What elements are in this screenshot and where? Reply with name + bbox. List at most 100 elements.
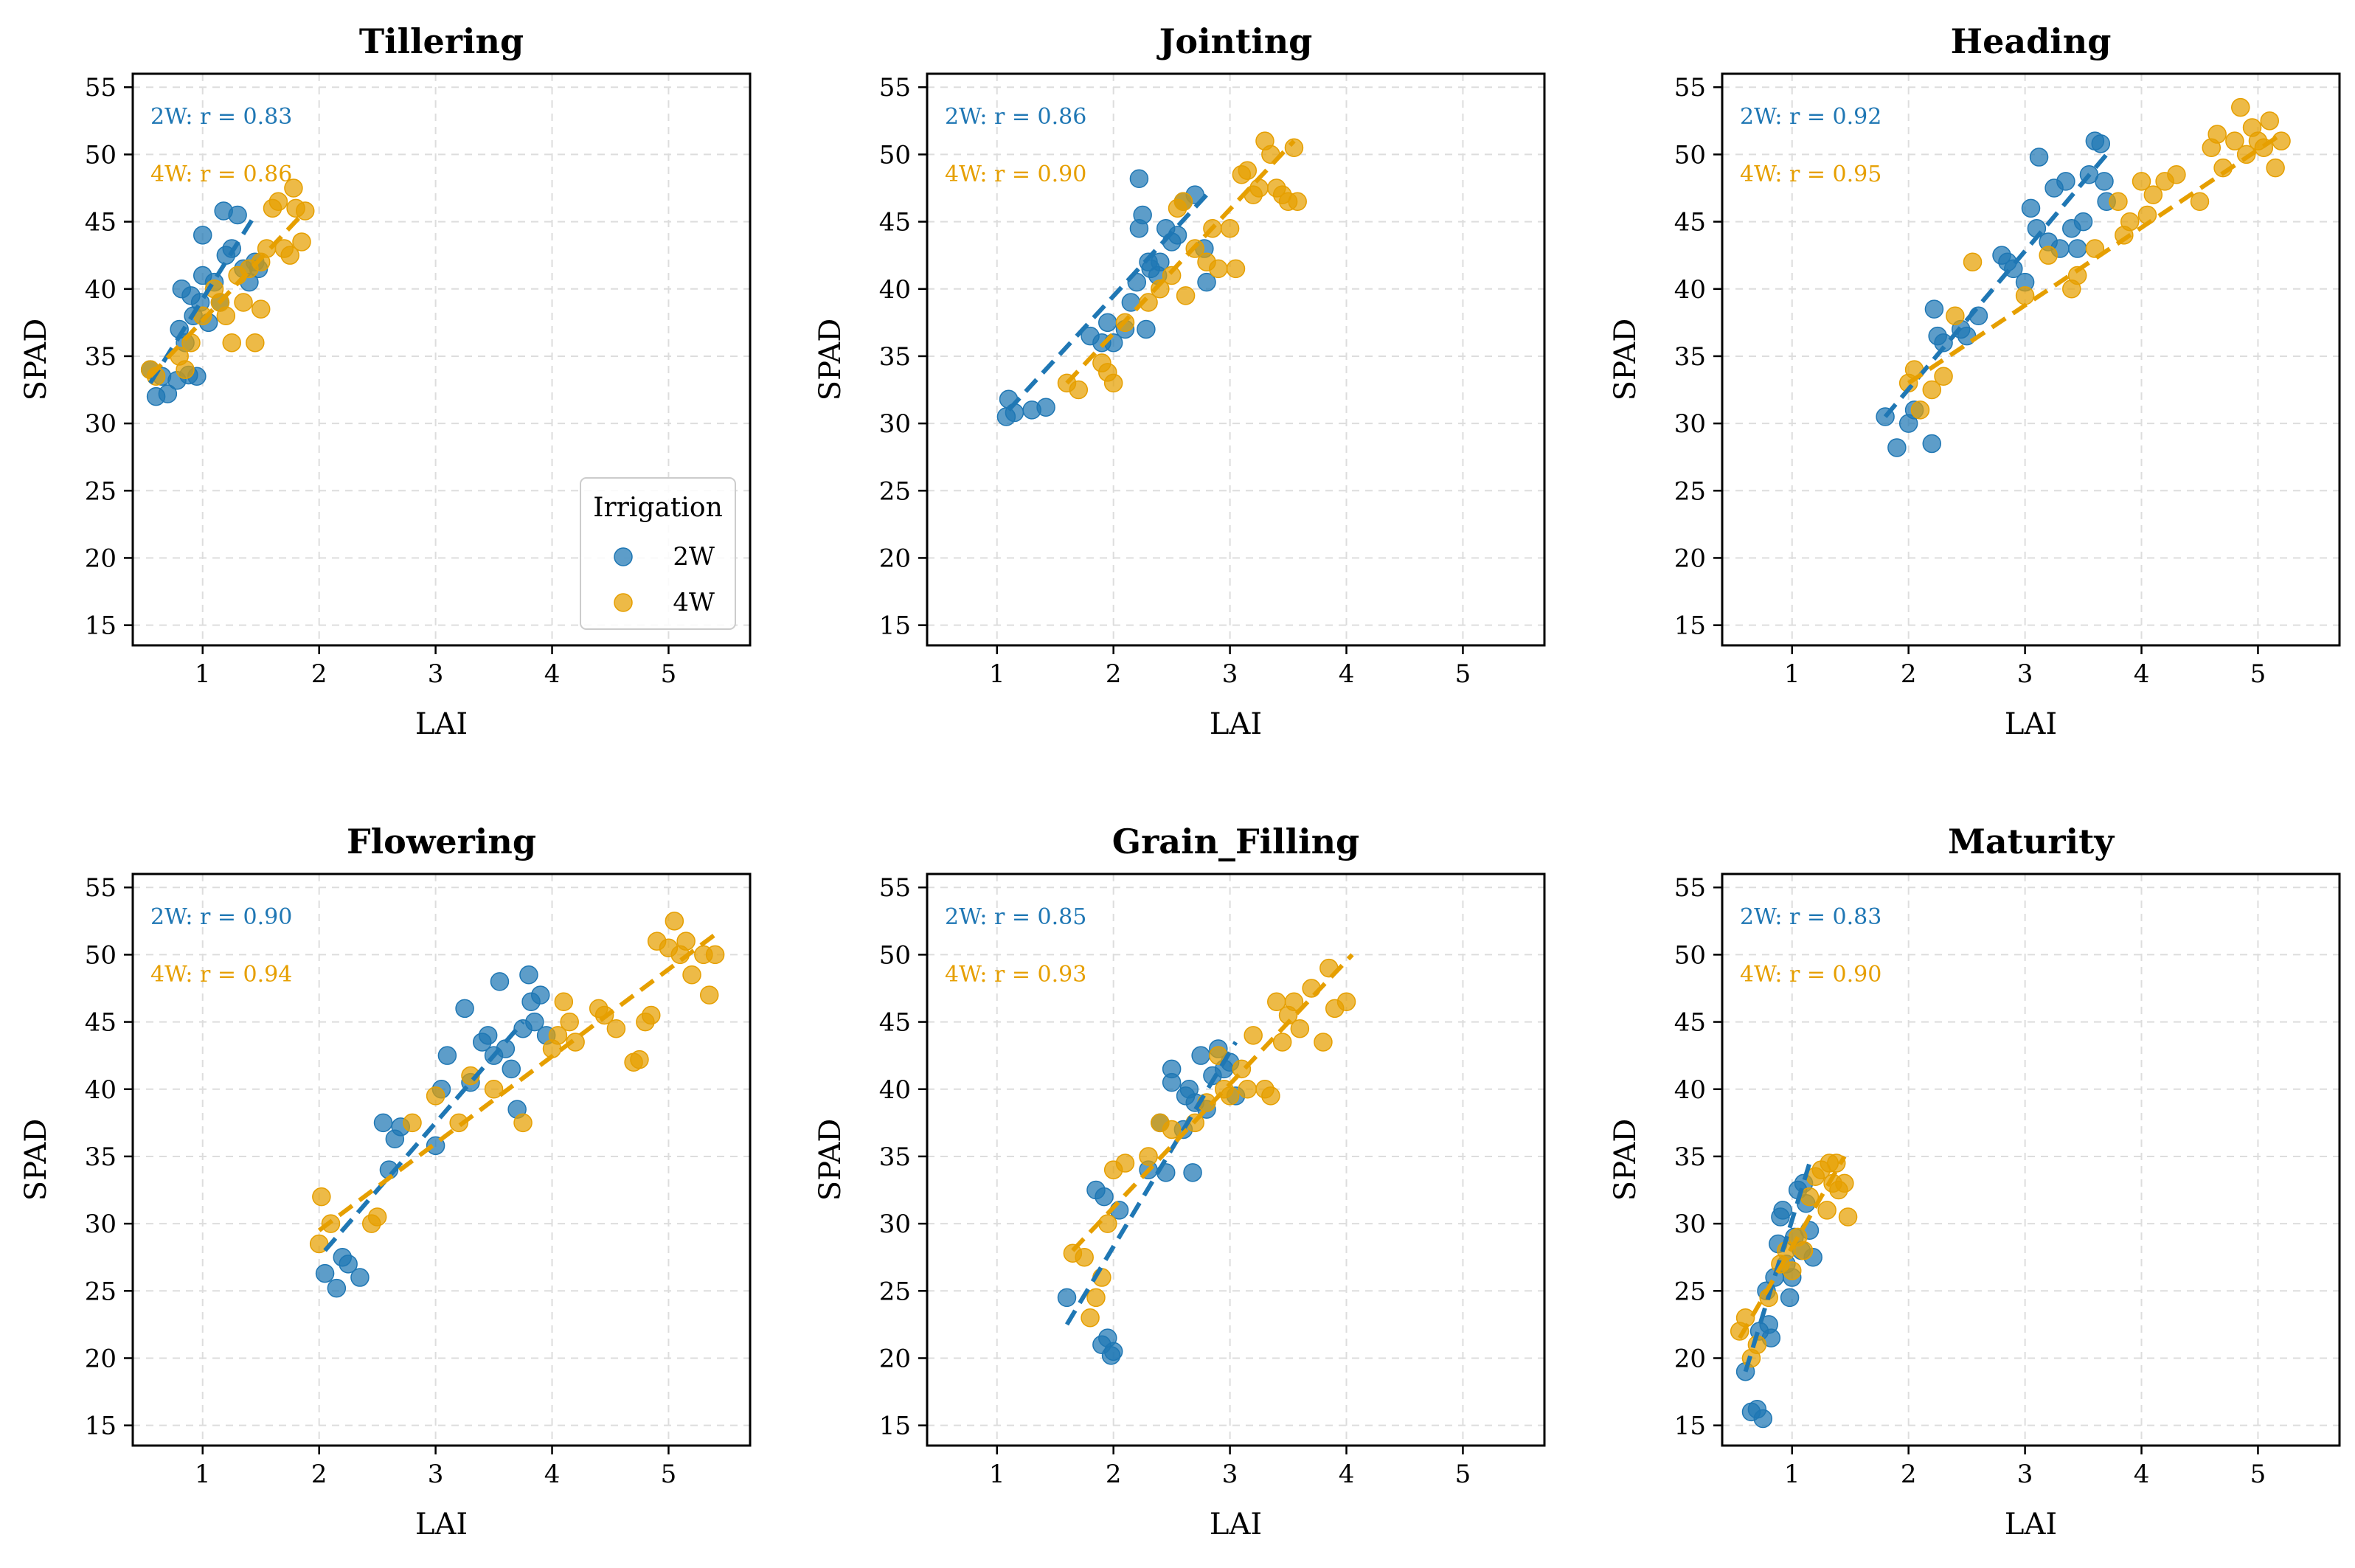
y-tick-label: 30 bbox=[1674, 409, 1706, 439]
data-point-2w bbox=[2073, 212, 2093, 232]
axes-frame bbox=[1721, 72, 2341, 647]
chart-title: Jointing bbox=[1156, 21, 1313, 61]
data-point-4w bbox=[1934, 367, 1953, 386]
x-tick-label: 2 bbox=[1106, 1460, 1122, 1489]
y-tick-label: 40 bbox=[879, 275, 911, 305]
fit-line-4w bbox=[1071, 953, 1354, 1252]
panel-jointing: 1 2 3 4 5152025303540455055JointingLAISPAD2W… bbox=[814, 21, 1546, 741]
data-point-4w bbox=[1209, 259, 1228, 279]
data-point-2w bbox=[525, 1012, 544, 1032]
data-point-4w bbox=[1783, 1261, 1802, 1280]
y-tick-label: 55 bbox=[1674, 73, 1706, 103]
data-point-2w bbox=[1922, 434, 1942, 454]
legend-entry-2w: 2W bbox=[673, 542, 715, 572]
axes-frame bbox=[926, 72, 1546, 647]
data-point-4w bbox=[1173, 192, 1193, 211]
data-point-2w bbox=[1036, 398, 1055, 417]
correlation-annotation-2w: 2W: r = 0.83 bbox=[150, 104, 292, 130]
panel-grain-filling: 1 2 3 4 5152025303540455055Grain_FillingLAIS… bbox=[814, 822, 1546, 1541]
y-tick-label: 55 bbox=[879, 73, 911, 103]
y-tick-label: 55 bbox=[879, 873, 911, 903]
correlation-annotation-4w: 4W: r = 0.86 bbox=[150, 162, 292, 187]
data-point-4w bbox=[1226, 259, 1246, 279]
data-point-4w bbox=[1115, 1154, 1135, 1173]
panel-tillering: 1 2 3 4 5152025303540455055TilleringLAISPAD2… bbox=[19, 21, 752, 741]
data-point-4w bbox=[1290, 1019, 1310, 1038]
y-tick-label: 50 bbox=[1674, 140, 1706, 170]
data-point-2w bbox=[2021, 198, 2041, 218]
legend-marker-2w bbox=[614, 547, 633, 566]
y-tick-label: 25 bbox=[1674, 1277, 1706, 1306]
y-tick-label: 50 bbox=[879, 140, 911, 170]
y-tick-label: 20 bbox=[879, 544, 911, 573]
y-tick-label: 35 bbox=[1674, 1142, 1706, 1172]
data-point-4w bbox=[2207, 125, 2227, 144]
data-point-4w bbox=[2225, 131, 2244, 150]
data-point-2w bbox=[1887, 438, 1907, 457]
data-point-4w bbox=[2190, 192, 2210, 211]
y-tick-label: 15 bbox=[1674, 611, 1706, 641]
x-tick-label: 3 bbox=[1222, 659, 1238, 689]
data-point-4w bbox=[216, 306, 236, 325]
x-tick-label: 5 bbox=[661, 659, 677, 689]
data-point-2w bbox=[478, 1026, 498, 1045]
x-tick-label: 5 bbox=[2250, 1460, 2266, 1489]
correlation-annotation-4w: 4W: r = 0.93 bbox=[945, 962, 1086, 988]
y-axis-label: SPAD bbox=[1609, 319, 1643, 401]
data-point-4w bbox=[1081, 1308, 1100, 1328]
y-tick-label: 20 bbox=[85, 1344, 117, 1373]
y-tick-label: 45 bbox=[879, 208, 911, 237]
x-tick-label: 1 bbox=[989, 659, 1005, 689]
data-point-2w bbox=[1057, 1288, 1077, 1308]
data-point-4w bbox=[1835, 1173, 1854, 1193]
axes-frame bbox=[926, 873, 1546, 1447]
x-tick-label: 5 bbox=[1455, 659, 1471, 689]
y-tick-label: 20 bbox=[1674, 544, 1706, 573]
data-point-4w bbox=[1075, 1247, 1094, 1267]
data-point-4w bbox=[2015, 286, 2035, 305]
y-tick-label: 50 bbox=[879, 940, 911, 970]
data-point-2w bbox=[1151, 252, 1170, 272]
data-point-4w bbox=[2143, 185, 2163, 204]
x-tick-label: 3 bbox=[2017, 1460, 2033, 1489]
data-point-2w bbox=[228, 205, 247, 225]
data-point-2w bbox=[2067, 239, 2087, 258]
legend-title: Irrigation bbox=[593, 493, 723, 523]
data-point-2w bbox=[1095, 1187, 1114, 1207]
y-tick-label: 40 bbox=[1674, 275, 1706, 305]
y-tick-label: 55 bbox=[1674, 873, 1706, 903]
data-point-4w bbox=[548, 1026, 568, 1045]
data-point-4w bbox=[665, 912, 684, 931]
legend-box bbox=[580, 477, 736, 630]
x-tick-label: 3 bbox=[1222, 1460, 1238, 1489]
data-point-4w bbox=[1794, 1241, 1814, 1260]
chart-title: Heading bbox=[1951, 21, 2112, 61]
x-tick-label: 2 bbox=[311, 1460, 327, 1489]
data-point-2w bbox=[490, 972, 510, 991]
correlation-annotation-2w: 2W: r = 0.85 bbox=[945, 904, 1086, 930]
data-point-4w bbox=[1817, 1201, 1837, 1220]
x-tick-label: 5 bbox=[661, 1460, 677, 1489]
fit-line-2w bbox=[1743, 1162, 1812, 1373]
data-point-2w bbox=[2056, 172, 2075, 191]
data-point-4w bbox=[449, 1113, 468, 1133]
data-point-4w bbox=[2109, 192, 2128, 211]
x-tick-label: 1 bbox=[1784, 1460, 1800, 1489]
data-point-4w bbox=[1288, 192, 1307, 211]
panel-maturity: 1 2 3 4 5152025303540455055MaturityLAISPAD2W… bbox=[1609, 822, 2341, 1541]
data-point-2w bbox=[1753, 1409, 1773, 1429]
data-point-4w bbox=[292, 232, 311, 251]
panel-flowering: 1 2 3 4 5152025303540455055FloweringLAISPAD2… bbox=[19, 822, 752, 1541]
data-point-4w bbox=[1151, 280, 1170, 299]
x-tick-label: 4 bbox=[544, 1460, 561, 1489]
y-tick-label: 30 bbox=[879, 1210, 911, 1239]
data-point-4w bbox=[312, 1187, 331, 1207]
y-tick-label: 35 bbox=[1674, 342, 1706, 372]
y-tick-label: 30 bbox=[879, 409, 911, 439]
data-point-4w bbox=[1963, 252, 1983, 272]
y-tick-label: 45 bbox=[85, 208, 117, 237]
y-tick-label: 50 bbox=[1674, 940, 1706, 970]
data-point-2w bbox=[327, 1278, 347, 1298]
legend-marker-4w bbox=[614, 593, 633, 612]
